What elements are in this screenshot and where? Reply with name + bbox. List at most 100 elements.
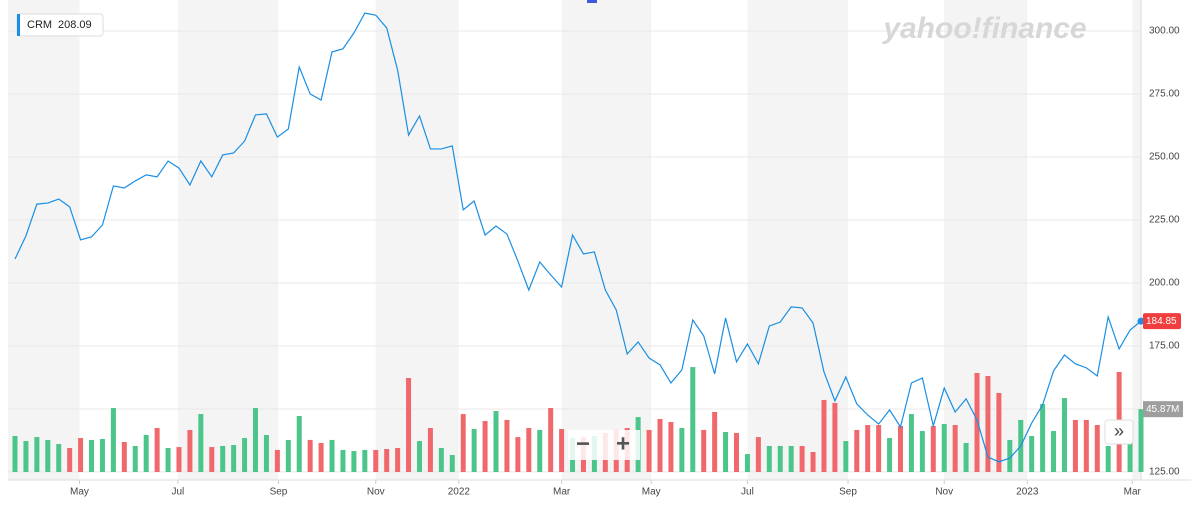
volume-bar: [209, 447, 215, 472]
volume-bar: [231, 445, 237, 472]
volume-bar: [941, 424, 947, 472]
volume-bar: [701, 429, 707, 472]
zoom-out[interactable]: −: [576, 430, 590, 457]
volume-bar: [132, 445, 138, 472]
volume-bar: [843, 441, 849, 472]
volume-bar: [646, 429, 652, 472]
volume-bar: [373, 449, 379, 472]
volume-label-box: [1143, 401, 1183, 418]
volume-bar: [1061, 398, 1067, 472]
volume-bar: [504, 419, 510, 472]
volume-bar: [449, 455, 455, 472]
volume-bar: [1040, 404, 1046, 472]
volume-bar: [274, 449, 280, 472]
y-tick-label: 300.00: [1149, 26, 1180, 37]
last-price-dot: [1137, 317, 1145, 325]
volume-bar: [1138, 409, 1144, 472]
y-tick-label: 250.00: [1149, 152, 1180, 163]
y-tick-label: 200.00: [1149, 278, 1180, 289]
logo: yahoo!finance: [881, 12, 1086, 45]
volume-bar: [974, 372, 980, 472]
volume-bar: [482, 421, 488, 472]
volume-bar: [526, 428, 532, 472]
volume-bar: [1029, 435, 1035, 472]
scroll-icon[interactable]: »: [1114, 421, 1124, 441]
volume-bar: [384, 448, 390, 472]
volume-bar: [198, 414, 204, 472]
volume-bar: [1072, 419, 1078, 472]
month-bands: [8, 0, 1141, 480]
volume-bar: [919, 431, 925, 472]
volume-bar: [220, 445, 226, 472]
volume-bar: [679, 428, 685, 472]
volume-bar: [329, 439, 335, 472]
volume-bar: [395, 448, 401, 472]
zoom-controls[interactable]: − +: [568, 430, 640, 460]
x-tick-label: 2022: [448, 487, 471, 498]
volume-bar: [897, 425, 903, 472]
volume-bar: [154, 428, 160, 472]
month-band: [747, 0, 849, 480]
volume-bar: [537, 429, 543, 472]
volume-bar: [67, 448, 73, 472]
price-line: [14, 12, 1142, 463]
scroll-right[interactable]: »: [1104, 419, 1134, 445]
volume-bar: [318, 442, 324, 472]
volume-bar: [744, 454, 750, 472]
volume-bar: [559, 428, 565, 472]
volume-label: 45.87M: [1146, 404, 1179, 415]
scroll-button[interactable]: [1104, 419, 1134, 445]
x-tick-label: Jul: [741, 487, 754, 498]
volume-bar: [755, 437, 761, 472]
x-tick-label: Nov: [367, 487, 385, 498]
volume-bar: [548, 408, 554, 472]
volume-bar: [1127, 430, 1133, 472]
volume-bar: [952, 425, 958, 472]
volume-bar: [908, 414, 914, 472]
volume-bar: [690, 367, 696, 472]
x-tick-label: Mar: [553, 487, 571, 498]
volume-bar: [1083, 419, 1089, 472]
month-band: [8, 0, 80, 480]
volume-bar: [34, 437, 40, 472]
volume-bar: [668, 421, 674, 472]
volume-bar: [766, 445, 772, 472]
volume-bar: [876, 425, 882, 472]
volume-bar: [865, 425, 871, 472]
zoom-in[interactable]: +: [616, 430, 630, 457]
volume-bar: [23, 441, 29, 472]
volume-bar: [821, 399, 827, 472]
volume-bar: [493, 411, 499, 472]
volume-bar: [285, 439, 291, 472]
volume-bar: [810, 451, 816, 472]
volume-bar: [253, 408, 259, 472]
x-tick-label: Nov: [935, 487, 953, 498]
last-price-label: 184.85: [1146, 316, 1177, 327]
volume-bar: [471, 428, 477, 472]
volume-bar: [887, 438, 893, 472]
volume-bar: [340, 449, 346, 472]
volume-bar: [854, 429, 860, 472]
volume-bar: [1094, 425, 1100, 472]
volume-bar: [788, 445, 794, 472]
y-tick-label: 225.00: [1149, 215, 1180, 226]
x-tick-label: May: [70, 487, 89, 498]
volume-bar: [362, 449, 368, 472]
volume-bar: [187, 429, 193, 472]
volume-bar: [996, 392, 1002, 472]
volume-bar: [930, 425, 936, 472]
volume-bar: [799, 445, 805, 472]
volume-bar: [121, 441, 127, 472]
legend-box: CRM 208.09: [16, 13, 104, 37]
volume-bar: [1051, 431, 1057, 472]
scroll-marker: [587, 0, 597, 3]
volume-bar: [406, 378, 412, 472]
volume-bar: [242, 438, 248, 472]
month-band: [177, 0, 279, 480]
volume-bar: [143, 435, 149, 472]
x-tick-label: 2023: [1016, 487, 1039, 498]
y-tick-label: 275.00: [1149, 89, 1180, 100]
volume-bar: [263, 435, 269, 472]
volume-bar: [515, 437, 521, 472]
